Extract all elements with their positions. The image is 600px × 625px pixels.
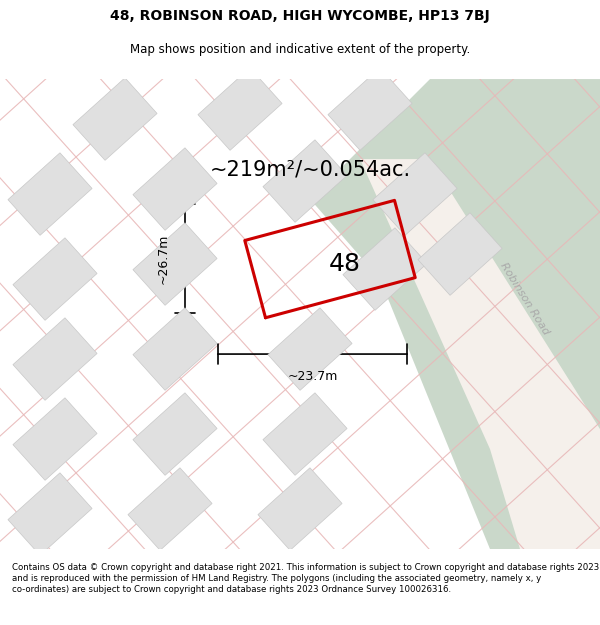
Polygon shape bbox=[418, 213, 502, 296]
Polygon shape bbox=[310, 79, 600, 549]
Text: ~23.7m: ~23.7m bbox=[287, 369, 338, 382]
Polygon shape bbox=[133, 222, 217, 306]
Polygon shape bbox=[373, 152, 457, 236]
Polygon shape bbox=[8, 472, 92, 556]
Polygon shape bbox=[343, 228, 427, 311]
Polygon shape bbox=[263, 392, 347, 476]
Polygon shape bbox=[8, 152, 92, 236]
Polygon shape bbox=[13, 398, 97, 481]
Polygon shape bbox=[128, 468, 212, 551]
Polygon shape bbox=[258, 468, 342, 551]
Polygon shape bbox=[13, 238, 97, 321]
Polygon shape bbox=[198, 68, 282, 151]
Text: 48, ROBINSON ROAD, HIGH WYCOMBE, HP13 7BJ: 48, ROBINSON ROAD, HIGH WYCOMBE, HP13 7B… bbox=[110, 9, 490, 23]
Text: Contains OS data © Crown copyright and database right 2021. This information is : Contains OS data © Crown copyright and d… bbox=[12, 562, 599, 594]
Polygon shape bbox=[263, 140, 347, 222]
Text: Map shows position and indicative extent of the property.: Map shows position and indicative extent… bbox=[130, 42, 470, 56]
Polygon shape bbox=[133, 148, 217, 231]
Text: 48: 48 bbox=[329, 252, 361, 276]
Text: ~219m²/~0.054ac.: ~219m²/~0.054ac. bbox=[209, 159, 410, 179]
Text: Robinson Road: Robinson Road bbox=[499, 261, 551, 337]
Polygon shape bbox=[360, 159, 600, 549]
Polygon shape bbox=[13, 318, 97, 401]
Polygon shape bbox=[133, 308, 217, 391]
Text: ~26.7m: ~26.7m bbox=[157, 233, 170, 284]
Polygon shape bbox=[73, 78, 157, 161]
Polygon shape bbox=[328, 68, 412, 151]
Polygon shape bbox=[268, 308, 352, 391]
Polygon shape bbox=[133, 392, 217, 476]
